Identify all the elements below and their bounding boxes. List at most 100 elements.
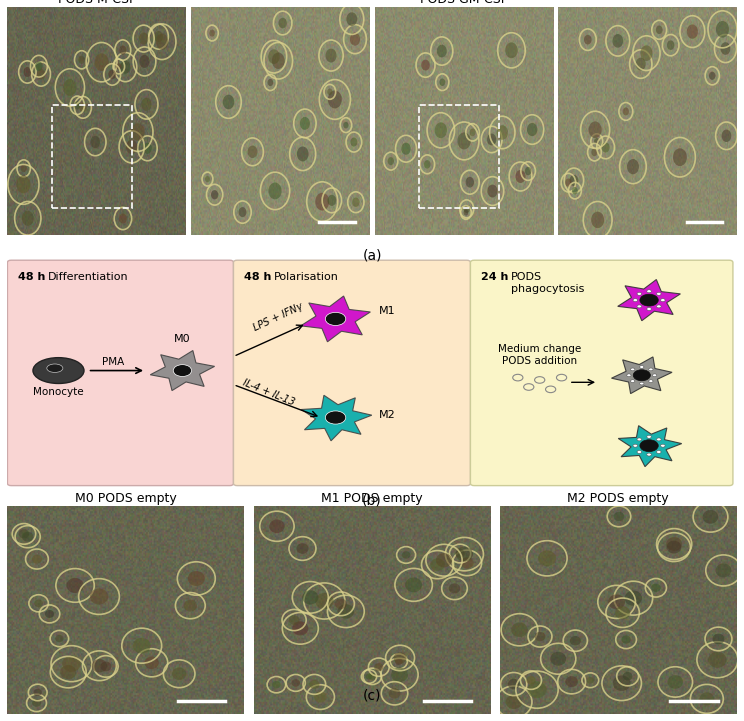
Circle shape (126, 140, 138, 154)
Circle shape (667, 40, 674, 50)
Circle shape (661, 298, 665, 301)
Circle shape (464, 205, 470, 213)
Polygon shape (150, 350, 214, 391)
Circle shape (651, 583, 661, 592)
Circle shape (19, 529, 29, 539)
Title: M0 PODS empty: M0 PODS empty (75, 492, 176, 505)
Circle shape (33, 689, 42, 696)
Circle shape (34, 599, 43, 607)
Circle shape (327, 89, 333, 95)
Title: PODS M-CSF: PODS M-CSF (57, 0, 135, 6)
Circle shape (24, 67, 31, 77)
Circle shape (640, 382, 644, 385)
Text: 48 h: 48 h (19, 272, 45, 282)
Circle shape (713, 634, 725, 645)
Circle shape (79, 102, 87, 112)
Circle shape (440, 79, 445, 86)
Circle shape (633, 298, 638, 301)
Circle shape (538, 550, 556, 566)
Circle shape (55, 635, 63, 642)
FancyBboxPatch shape (234, 260, 470, 486)
Polygon shape (618, 280, 681, 321)
Circle shape (211, 190, 218, 200)
Circle shape (155, 34, 168, 50)
Circle shape (365, 673, 373, 680)
Circle shape (131, 123, 144, 141)
Circle shape (310, 680, 319, 689)
Circle shape (535, 632, 545, 641)
Circle shape (239, 207, 246, 217)
Circle shape (32, 554, 42, 564)
Circle shape (60, 665, 77, 679)
Circle shape (347, 12, 357, 26)
Text: (c): (c) (363, 689, 381, 703)
Circle shape (90, 588, 108, 605)
Circle shape (328, 91, 341, 108)
Circle shape (456, 547, 473, 562)
Circle shape (637, 293, 641, 296)
Circle shape (388, 688, 400, 699)
Circle shape (594, 138, 600, 145)
Text: Polarisation: Polarisation (274, 272, 339, 282)
Circle shape (641, 45, 652, 61)
Circle shape (647, 308, 651, 311)
Circle shape (449, 583, 461, 593)
Circle shape (335, 598, 347, 609)
Text: M1: M1 (379, 306, 396, 317)
Circle shape (278, 18, 287, 28)
Circle shape (656, 438, 661, 441)
Circle shape (649, 380, 653, 383)
Circle shape (640, 294, 658, 306)
Circle shape (315, 593, 333, 609)
Circle shape (623, 672, 632, 681)
Circle shape (570, 636, 581, 645)
Circle shape (656, 293, 661, 296)
Circle shape (326, 48, 336, 63)
Circle shape (338, 604, 354, 619)
Circle shape (709, 71, 716, 80)
Circle shape (586, 677, 594, 684)
Text: PMA: PMA (102, 357, 124, 367)
Circle shape (268, 79, 273, 86)
Circle shape (22, 211, 33, 226)
Circle shape (656, 25, 663, 34)
Circle shape (565, 676, 578, 687)
Circle shape (505, 43, 518, 58)
Circle shape (627, 159, 639, 174)
Circle shape (173, 365, 192, 376)
Circle shape (21, 164, 27, 172)
Circle shape (154, 31, 163, 43)
Circle shape (405, 578, 422, 592)
Circle shape (565, 179, 571, 187)
Circle shape (91, 136, 100, 149)
Polygon shape (301, 296, 371, 342)
Circle shape (35, 61, 42, 71)
Circle shape (74, 101, 80, 110)
Circle shape (352, 198, 359, 207)
Circle shape (144, 657, 159, 669)
Text: Monocyte: Monocyte (33, 387, 84, 397)
Circle shape (716, 563, 731, 578)
Circle shape (551, 652, 566, 665)
FancyBboxPatch shape (470, 260, 733, 486)
Circle shape (640, 366, 644, 368)
Circle shape (699, 692, 714, 705)
Circle shape (269, 182, 282, 199)
Circle shape (608, 594, 625, 609)
Circle shape (63, 79, 77, 96)
Ellipse shape (47, 364, 62, 373)
Title: PODS GM-CSF: PODS GM-CSF (420, 0, 507, 6)
Circle shape (402, 551, 411, 559)
Title: M2 PODS empty: M2 PODS empty (568, 492, 669, 505)
Circle shape (325, 411, 346, 424)
Circle shape (633, 444, 638, 447)
Circle shape (506, 695, 522, 709)
Circle shape (614, 512, 624, 521)
Circle shape (511, 622, 527, 637)
Circle shape (708, 652, 727, 668)
Circle shape (119, 213, 126, 224)
Text: M2: M2 (379, 410, 396, 420)
Circle shape (591, 149, 597, 156)
Circle shape (570, 175, 578, 186)
Circle shape (623, 107, 629, 115)
